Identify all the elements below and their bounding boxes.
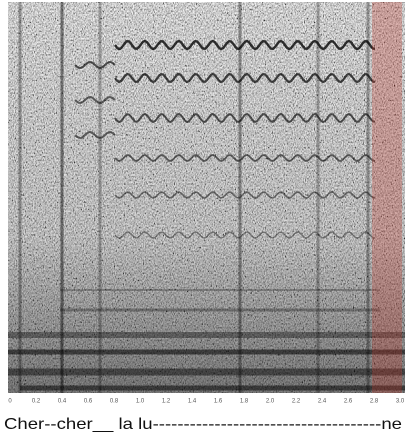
spectrogram bbox=[8, 2, 405, 393]
time-tick-label: 2.2 bbox=[292, 399, 301, 405]
harmonic bbox=[114, 231, 376, 239]
time-tick-label: 0.8 bbox=[110, 399, 119, 405]
time-axis: 0 0.2 0.4 0.6 0.8 1.0 1.2 1.4 1.6 1.8 2.0 2.2 2.4 2.6… bbox=[8, 399, 405, 405]
harmonic bbox=[114, 72, 376, 84]
time-tick-label: 2.6 bbox=[344, 399, 353, 405]
harmonic bbox=[114, 112, 376, 124]
time-tick-label: 0 bbox=[8, 399, 12, 405]
time-tick-label: 1.6 bbox=[214, 399, 223, 405]
harmonic bbox=[74, 61, 116, 69]
lyrics-caption: Cher--cher__ la lu----------------------… bbox=[4, 416, 402, 433]
harmonic bbox=[114, 154, 376, 162]
harmonics bbox=[8, 2, 405, 393]
time-tick-label: 0.2 bbox=[32, 399, 41, 405]
harmonic bbox=[74, 96, 116, 104]
time-tick-label: 0.4 bbox=[58, 399, 67, 405]
time-tick-label: 2.0 bbox=[266, 399, 275, 405]
time-tick-label: 2.4 bbox=[318, 399, 327, 405]
time-tick-label: 1.8 bbox=[240, 399, 249, 405]
time-tick-label: 1.2 bbox=[162, 399, 171, 405]
time-tick-label: 3.0 bbox=[396, 399, 405, 405]
time-tick-label: 0.6 bbox=[84, 399, 93, 405]
time-tick-label: 2.8 bbox=[370, 399, 379, 405]
harmonic bbox=[74, 131, 116, 139]
time-tick-label: 1.0 bbox=[136, 399, 145, 405]
harmonic bbox=[114, 191, 376, 199]
harmonic bbox=[114, 39, 376, 51]
time-tick-label: 1.4 bbox=[188, 399, 197, 405]
highlight-region bbox=[372, 2, 402, 393]
